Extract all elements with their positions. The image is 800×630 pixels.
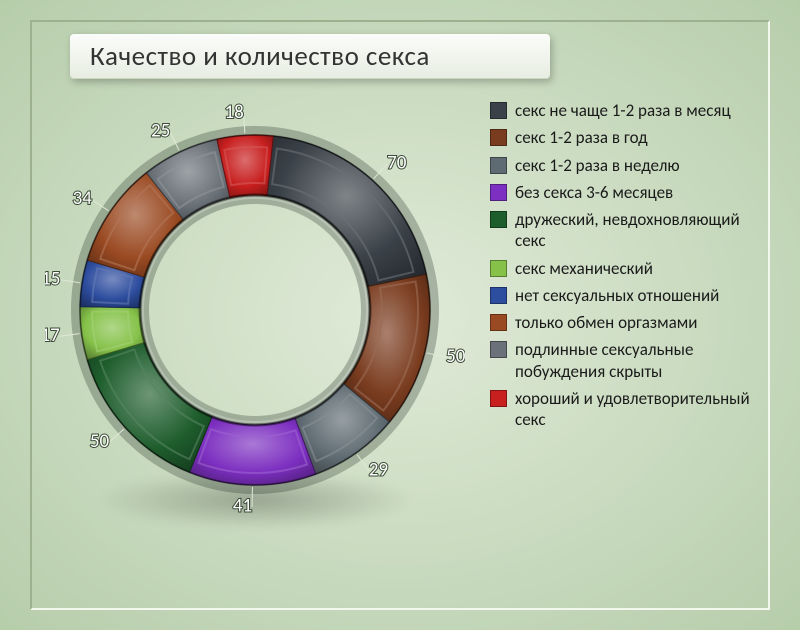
legend-label: нет сексуальных отношений <box>515 285 770 306</box>
donut-segment <box>189 417 315 485</box>
legend-item: дружеский, невдохновляющий секс <box>490 209 770 252</box>
legend-label: без секса 3-6 месяцев <box>515 182 770 203</box>
donut-value-label: 50 <box>90 430 110 453</box>
legend-label: только обмен оргазмами <box>515 312 770 333</box>
donut-value-label: 15 <box>45 267 60 290</box>
legend-label: подлинные сексуальные побуждения скрыты <box>515 339 770 382</box>
donut-value-label: 34 <box>73 187 93 210</box>
donut-value-label: 50 <box>446 345 465 368</box>
legend-swatch <box>490 102 507 119</box>
legend-swatch <box>490 211 507 228</box>
legend-label: секс механический <box>515 258 770 279</box>
legend-swatch <box>490 314 507 331</box>
donut-value-label: 70 <box>387 151 407 174</box>
donut-value-label: 18 <box>224 101 243 124</box>
legend-item: секс 1-2 раза в неделю <box>490 155 770 176</box>
legend-swatch <box>490 287 507 304</box>
legend-swatch <box>490 157 507 174</box>
legend-label: дружеский, невдохновляющий секс <box>515 209 770 252</box>
legend-item: секс 1-2 раза в год <box>490 127 770 148</box>
legend-item: секс не чаще 1-2 раза в месяц <box>490 100 770 121</box>
legend-label: секс 1-2 раза в год <box>515 127 770 148</box>
legend-swatch <box>490 129 507 146</box>
legend-label: хороший и удовлетворительный секс <box>515 388 770 431</box>
legend-swatch <box>490 341 507 358</box>
legend-swatch <box>490 260 507 277</box>
legend-item: хороший и удовлетворительный секс <box>490 388 770 431</box>
legend-item: секс механический <box>490 258 770 279</box>
chart-title: Качество и количество секса <box>90 40 430 73</box>
donut-value-label: 29 <box>369 458 388 481</box>
legend: секс не чаще 1-2 раза в месяц секс 1-2 ра… <box>490 100 770 436</box>
legend-item: нет сексуальных отношений <box>490 285 770 306</box>
donut-value-label: 17 <box>45 324 60 347</box>
donut-chart: 70 50 29 41 50 17 15 34 25 18 <box>45 100 465 520</box>
legend-swatch <box>490 390 507 407</box>
chart-title-box: Качество и количество секса <box>70 34 550 79</box>
donut-value-label: 41 <box>233 495 252 518</box>
legend-item: подлинные сексуальные побуждения скрыты <box>490 339 770 382</box>
legend-item: только обмен оргазмами <box>490 312 770 333</box>
legend-swatch <box>490 184 507 201</box>
donut-value-label: 25 <box>151 120 170 143</box>
legend-label: секс не чаще 1-2 раза в месяц <box>515 100 770 121</box>
legend-label: секс 1-2 раза в неделю <box>515 155 770 176</box>
legend-item: без секса 3-6 месяцев <box>490 182 770 203</box>
